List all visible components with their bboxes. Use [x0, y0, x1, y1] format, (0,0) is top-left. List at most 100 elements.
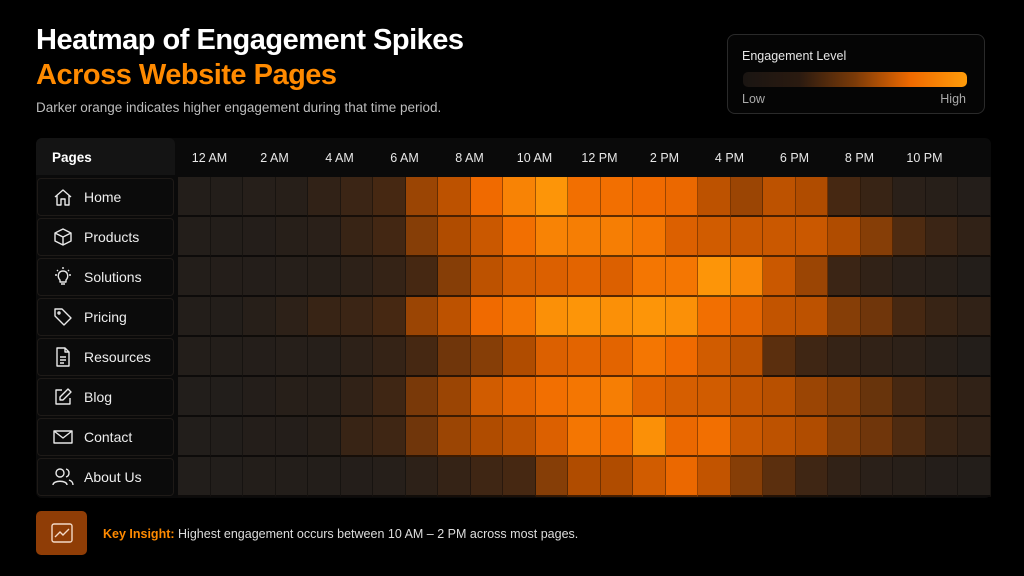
heatmap-cell	[893, 417, 926, 457]
heatmap-cell	[763, 337, 796, 377]
heatmap-cell	[178, 297, 211, 337]
heatmap-cell	[178, 337, 211, 377]
heatmap-cell	[828, 177, 861, 217]
heatmap-cell	[275, 337, 308, 377]
heatmap-cell	[535, 257, 568, 297]
heatmap-cell	[340, 177, 373, 217]
heatmap-cell	[210, 217, 243, 257]
heatmap-cell	[925, 337, 958, 377]
heatmap-cell	[730, 457, 763, 497]
heatmap-cell	[243, 297, 276, 337]
box-icon	[54, 228, 72, 246]
heatmap-cell	[958, 177, 991, 217]
heatmap-cell	[373, 177, 406, 217]
x-tick-label: 2 PM	[649, 151, 680, 165]
x-tick-label: 8 PM	[844, 151, 875, 165]
heatmap-cell	[568, 257, 601, 297]
heatmap-cell	[340, 337, 373, 377]
heatmap-cell	[308, 297, 341, 337]
x-tick-label: 6 AM	[390, 151, 419, 165]
heatmap-cell	[600, 177, 633, 217]
heatmap-cell	[438, 337, 471, 377]
heatmap-cell	[438, 177, 471, 217]
heatmap-cell	[438, 297, 471, 337]
heatmap-cell	[210, 457, 243, 497]
x-tick-label: 4 PM	[714, 151, 745, 165]
heatmap-cell	[893, 257, 926, 297]
heatmap-cell	[600, 377, 633, 417]
heatmap-cell	[698, 257, 731, 297]
heatmap-cell	[373, 337, 406, 377]
heatmap-cell	[308, 377, 341, 417]
heatmap-cell	[795, 417, 828, 457]
heatmap-cell	[308, 417, 341, 457]
heatmap-cell	[860, 217, 893, 257]
heatmap-cell	[958, 257, 991, 297]
heatmap-cell	[958, 337, 991, 377]
heatmap-cell	[893, 337, 926, 377]
heatmap-cell	[535, 177, 568, 217]
heatmap-cell	[178, 417, 211, 457]
row-label-text: Resources	[84, 349, 151, 365]
title-line-1: Heatmap of Engagement Spikes	[36, 24, 464, 56]
heatmap-cell	[893, 297, 926, 337]
heatmap-cell	[210, 337, 243, 377]
heatmap-cell	[730, 297, 763, 337]
heatmap-cell	[698, 217, 731, 257]
heatmap-cell	[405, 377, 438, 417]
heatmap-cell	[730, 377, 763, 417]
heatmap-cell	[665, 217, 698, 257]
pages-header: Pages	[36, 138, 175, 175]
heatmap-cell	[405, 177, 438, 217]
heatmap-cell	[958, 417, 991, 457]
heatmap-cell	[730, 337, 763, 377]
document-icon	[56, 347, 70, 367]
heatmap-cell	[275, 217, 308, 257]
heatmap-cell	[210, 417, 243, 457]
heatmap-cell	[568, 417, 601, 457]
heatmap-cell	[860, 457, 893, 497]
heatmap-cell	[275, 257, 308, 297]
heatmap-cell	[470, 377, 503, 417]
heatmap-cell	[698, 457, 731, 497]
heatmap-cell	[405, 417, 438, 457]
heatmap-cell	[373, 297, 406, 337]
users-icon	[52, 468, 74, 486]
row-label-text: Products	[84, 229, 140, 245]
heatmap-cell	[340, 257, 373, 297]
heatmap-cell	[503, 217, 536, 257]
heatmap-cell	[503, 177, 536, 217]
heatmap-cell	[210, 297, 243, 337]
heatmap-cell	[665, 297, 698, 337]
heatmap-cell	[893, 217, 926, 257]
heatmap-cell	[535, 337, 568, 377]
row-label-text: Contact	[84, 429, 133, 445]
heatmap-cell	[665, 177, 698, 217]
subtitle: Darker orange indicates higher engagemen…	[36, 100, 442, 115]
heatmap-cell	[665, 257, 698, 297]
heatmap-cell	[470, 457, 503, 497]
heatmap-cell	[860, 377, 893, 417]
heatmap-cell	[308, 457, 341, 497]
heatmap-cell	[535, 377, 568, 417]
row-label-text: Home	[84, 189, 122, 205]
heatmap-cell	[243, 457, 276, 497]
heatmap-cell	[340, 457, 373, 497]
row-label-about-us: About Us	[37, 458, 174, 496]
mail-icon	[53, 430, 73, 444]
heatmap-cell	[828, 417, 861, 457]
heatmap-cell	[568, 177, 601, 217]
heatmap-cell	[470, 177, 503, 217]
heatmap-cell	[470, 337, 503, 377]
heatmap-cell	[470, 257, 503, 297]
heatmap-cell	[893, 457, 926, 497]
heatmap-cell	[633, 177, 666, 217]
heatmap-cell	[763, 457, 796, 497]
legend-high-label: High	[940, 92, 966, 106]
heatmap-cell	[730, 417, 763, 457]
legend-low-label: Low	[742, 92, 765, 106]
x-tick-label: 10 AM	[516, 151, 553, 165]
heatmap-cell	[763, 417, 796, 457]
heatmap-cell	[958, 457, 991, 497]
heatmap-cell	[925, 217, 958, 257]
